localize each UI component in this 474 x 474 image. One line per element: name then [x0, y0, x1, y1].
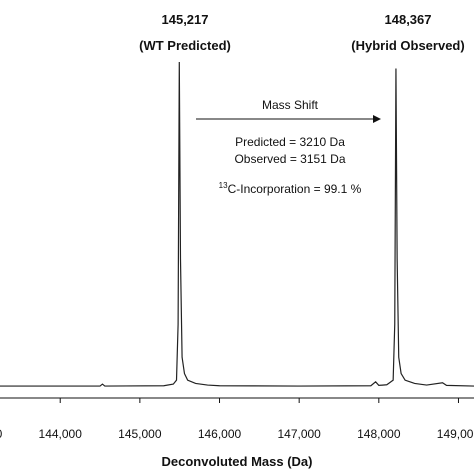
superscript: 13: [219, 181, 228, 190]
spectrum-line: [0, 61, 474, 387]
x-tick-label: 149,000: [437, 427, 474, 441]
x-tick-label: 145,000: [118, 427, 162, 441]
predicted: Predicted = 3210 Da: [235, 135, 345, 149]
x-tick-label: 148,000: [357, 427, 401, 441]
shift-title: Mass Shift: [262, 98, 319, 112]
x-tick-label: 146,000: [198, 427, 242, 441]
peak1-mass: 145,217: [162, 12, 209, 27]
x-tick-label: 144,000: [39, 427, 83, 441]
x-axis-label: Deconvoluted Mass (Da): [162, 454, 313, 469]
x-tick-label: 143,000: [0, 427, 3, 441]
incorporation-text: C-Incorporation = 99.1 %: [228, 182, 362, 196]
incorporation: 13C-Incorporation = 99.1 %: [219, 181, 362, 196]
peak1-label: (WT Predicted): [139, 38, 231, 53]
peak2-mass: 148,367: [385, 12, 432, 27]
peak2-label: (Hybrid Observed): [351, 38, 464, 53]
observed: Observed = 3151 Da: [234, 152, 345, 166]
x-tick-label: 147,000: [277, 427, 321, 441]
